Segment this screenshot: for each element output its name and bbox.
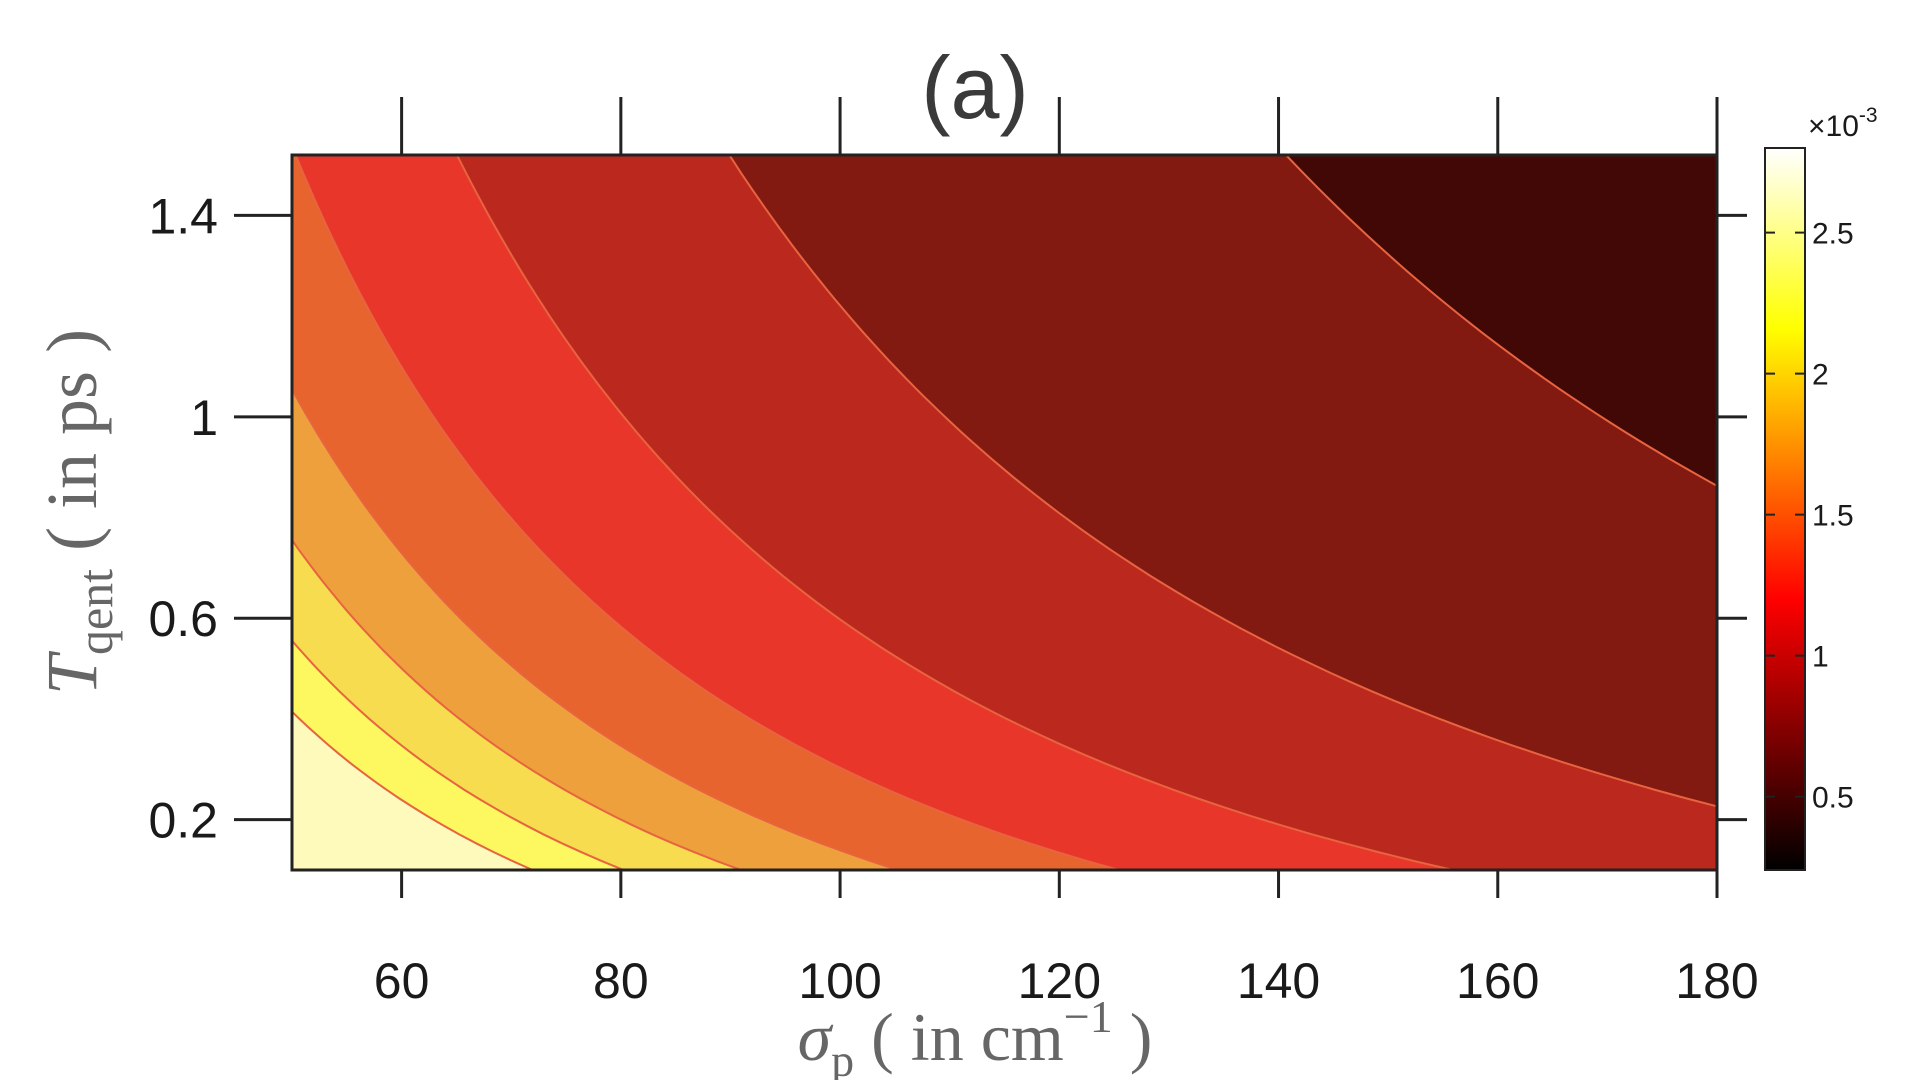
y-axis-subscript: qent — [67, 569, 123, 655]
y-tick-label: 1 — [190, 390, 218, 446]
contour-line — [292, 538, 742, 870]
colorbar-tick-label: 0.5 — [1812, 782, 1854, 815]
x-axis-subscript: p — [831, 1035, 854, 1080]
x-tick-label: 80 — [593, 953, 649, 1009]
colorbar-tick-label: 1 — [1812, 641, 1829, 674]
colorbar: 0.5 1 1.5 2 2.5 ×10-3 — [1764, 104, 1878, 871]
x-tick-label: 160 — [1456, 953, 1539, 1009]
contour-line — [292, 387, 899, 870]
contour-line — [292, 639, 624, 870]
y-axis-symbol: T — [32, 650, 112, 695]
x-tick-label: 140 — [1237, 953, 1320, 1009]
colorbar-multiplier: ×10-3 — [1808, 104, 1878, 143]
y-axis: 0.2 0.6 1 1.4 — [148, 188, 1747, 849]
colorbar-ticks: 0.5 1 1.5 2 2.5 — [1765, 218, 1854, 815]
contour-line — [1285, 155, 1717, 487]
x-axis-open: ( in cm — [871, 999, 1064, 1075]
y-axis-label: Tqent ( in ps ) — [32, 329, 123, 695]
colorbar-tick-label: 2.5 — [1812, 218, 1854, 251]
contour-line — [728, 155, 1717, 808]
colorbar-tick-label: 1.5 — [1812, 500, 1854, 533]
y-tick-label: 1.4 — [148, 188, 218, 244]
x-axis-superscript: −1 — [1064, 991, 1113, 1042]
contour-line — [294, 155, 1120, 870]
plot-frame — [290, 153, 1719, 872]
x-tick-label: 100 — [798, 953, 881, 1009]
x-tick-label: 60 — [374, 953, 430, 1009]
y-tick-label: 0.2 — [148, 793, 218, 849]
contour-plot-area — [292, 155, 1717, 870]
colorbar-tick-label: 2 — [1812, 359, 1829, 392]
y-axis-unit: ( in ps ) — [32, 329, 112, 551]
x-axis-close: ) — [1113, 999, 1153, 1075]
contour-band — [292, 711, 533, 870]
x-axis: 60 80 100 120 140 160 180 — [374, 97, 1759, 1009]
x-tick-label: 120 — [1018, 953, 1101, 1009]
chart-title: (a) — [921, 38, 1029, 137]
y-tick-label: 0.6 — [148, 591, 218, 647]
contour-line — [456, 155, 1454, 870]
colorbar-gradient — [1764, 147, 1806, 871]
x-axis-label: σp ( in cm−1 ) — [798, 991, 1153, 1080]
x-axis-symbol: σ — [798, 999, 834, 1075]
contour-line — [292, 710, 534, 870]
x-tick-label: 180 — [1675, 953, 1758, 1009]
